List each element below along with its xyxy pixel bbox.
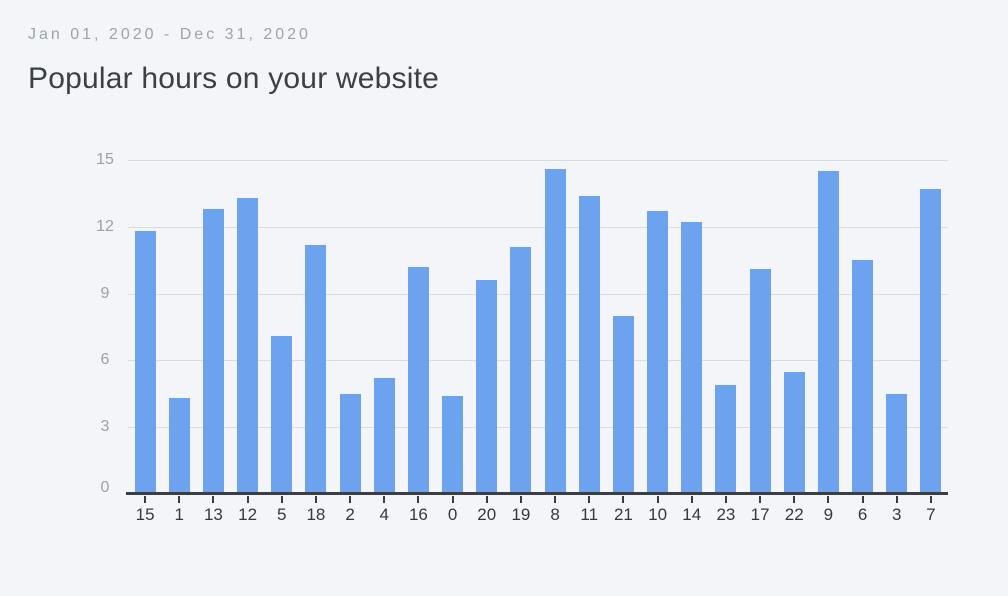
x-axis-tick xyxy=(895,496,898,503)
bar-hour-3[interactable] xyxy=(886,393,908,494)
x-axis-tick-label: 15 xyxy=(135,505,155,524)
x-axis-tick-label: 14 xyxy=(682,505,702,524)
bar-hour-14[interactable] xyxy=(681,222,703,494)
date-range-label: Jan 01, 2020 - Dec 31, 2020 xyxy=(28,26,311,43)
bar-hour-12[interactable] xyxy=(237,197,259,494)
gridline-6 xyxy=(128,360,948,362)
y-axis-tick-label: 0 xyxy=(100,479,110,496)
y-axis-tick-label: 6 xyxy=(100,351,110,369)
x-axis-tick xyxy=(827,496,830,503)
bar-hour-15[interactable] xyxy=(134,231,156,494)
x-axis-tick xyxy=(929,496,932,503)
x-axis-tick xyxy=(759,496,762,503)
bar-hour-20[interactable] xyxy=(476,280,498,494)
bar-hour-1[interactable] xyxy=(168,398,190,494)
x-axis-tick xyxy=(485,496,488,503)
x-axis-tick xyxy=(588,496,591,503)
x-axis-tick-label: 17 xyxy=(750,505,770,524)
bar-hour-7[interactable] xyxy=(920,188,942,494)
x-axis-tick-label: 10 xyxy=(648,505,668,524)
y-axis-tick-label: 15 xyxy=(96,151,114,168)
gridline-9 xyxy=(128,293,948,295)
x-axis-tick-label: 20 xyxy=(477,505,497,524)
x-axis-tick-label: 11 xyxy=(580,505,599,524)
x-axis-tick xyxy=(724,496,727,503)
x-axis-tick-label: 7 xyxy=(926,505,936,524)
x-axis-tick-label: 4 xyxy=(379,505,389,524)
x-axis-tick xyxy=(280,496,283,503)
x-axis-tick-label: 5 xyxy=(277,505,287,524)
x-axis-tick-label: 1 xyxy=(174,505,184,524)
gridline-12 xyxy=(128,226,948,228)
x-axis-tick xyxy=(861,496,864,503)
x-axis-tick-label: 0 xyxy=(447,505,458,524)
x-axis-tick xyxy=(314,496,317,503)
bar-hour-22[interactable] xyxy=(783,371,805,494)
bar-hour-0[interactable] xyxy=(442,396,464,494)
x-axis-tick xyxy=(212,496,215,503)
y-axis-labels: 0 3 6 9 12 15 xyxy=(85,151,125,496)
bar-hour-11[interactable] xyxy=(578,195,600,494)
popular-hours-chart: 0 3 6 9 12 15 15 1 13 12 5 18 2 4 16 0 20 19 8 11 21 10 14 23 1… xyxy=(0,151,1008,524)
x-axis-tick xyxy=(246,496,249,503)
y-axis-tick-label: 3 xyxy=(100,418,110,436)
bar-hour-10[interactable] xyxy=(647,211,669,494)
x-axis-tick-label: 8 xyxy=(550,505,560,524)
bar-hour-21[interactable] xyxy=(612,315,634,494)
x-axis-tick xyxy=(349,496,352,503)
gridline-15 xyxy=(128,160,948,161)
bar-hour-23[interactable] xyxy=(715,384,737,494)
x-axis-tick xyxy=(622,496,625,503)
bar-hour-19[interactable] xyxy=(510,246,532,494)
x-axis-tick-label: 13 xyxy=(203,505,223,524)
bar-hour-18[interactable] xyxy=(305,244,327,494)
x-axis-line xyxy=(126,492,948,495)
x-axis-tick-label: 18 xyxy=(306,505,326,524)
page-title: Popular hours on your website xyxy=(28,62,440,95)
x-axis-tick xyxy=(519,496,522,503)
x-axis-tick-label: 23 xyxy=(716,505,736,524)
x-axis-tick xyxy=(417,496,420,503)
x-axis-tick-label: 9 xyxy=(823,505,834,524)
bar-hour-5[interactable] xyxy=(271,335,293,494)
bar-hour-4[interactable] xyxy=(373,378,395,494)
bar-hour-9[interactable] xyxy=(817,171,839,494)
bar-hour-2[interactable] xyxy=(339,393,361,494)
x-axis-tick xyxy=(144,496,147,503)
x-axis-tick-label: 6 xyxy=(857,505,868,524)
gridline-3 xyxy=(128,427,948,429)
y-axis-tick-label: 9 xyxy=(100,284,110,302)
x-axis-tick-label: 2 xyxy=(345,505,355,524)
bar-hour-16[interactable] xyxy=(407,266,429,494)
x-axis-tick xyxy=(554,496,557,503)
x-axis-tick xyxy=(383,496,386,503)
x-axis-tick xyxy=(451,496,454,503)
plot-area: 15 1 13 12 5 18 2 4 16 0 20 19 8 11 21 10 14 23 17 22 9 6 3 7 xyxy=(128,160,948,524)
x-axis-tick-label: 3 xyxy=(892,505,902,524)
x-axis-tick-label: 12 xyxy=(238,505,258,524)
x-axis-tick xyxy=(656,496,659,503)
bar-hour-6[interactable] xyxy=(852,260,874,494)
x-axis-tick-label: 22 xyxy=(784,505,804,524)
bar-hour-8[interactable] xyxy=(544,168,566,494)
bar-hour-17[interactable] xyxy=(749,269,771,494)
y-axis-tick-label: 12 xyxy=(96,217,114,235)
x-axis-tick-label: 19 xyxy=(511,505,531,524)
x-axis-tick-label: 21 xyxy=(613,505,633,524)
x-axis-tick xyxy=(690,496,693,503)
bar-hour-13[interactable] xyxy=(202,209,224,494)
x-axis-tick xyxy=(178,496,181,503)
x-axis-tick xyxy=(793,496,796,503)
x-axis-tick-label: 16 xyxy=(408,505,428,524)
